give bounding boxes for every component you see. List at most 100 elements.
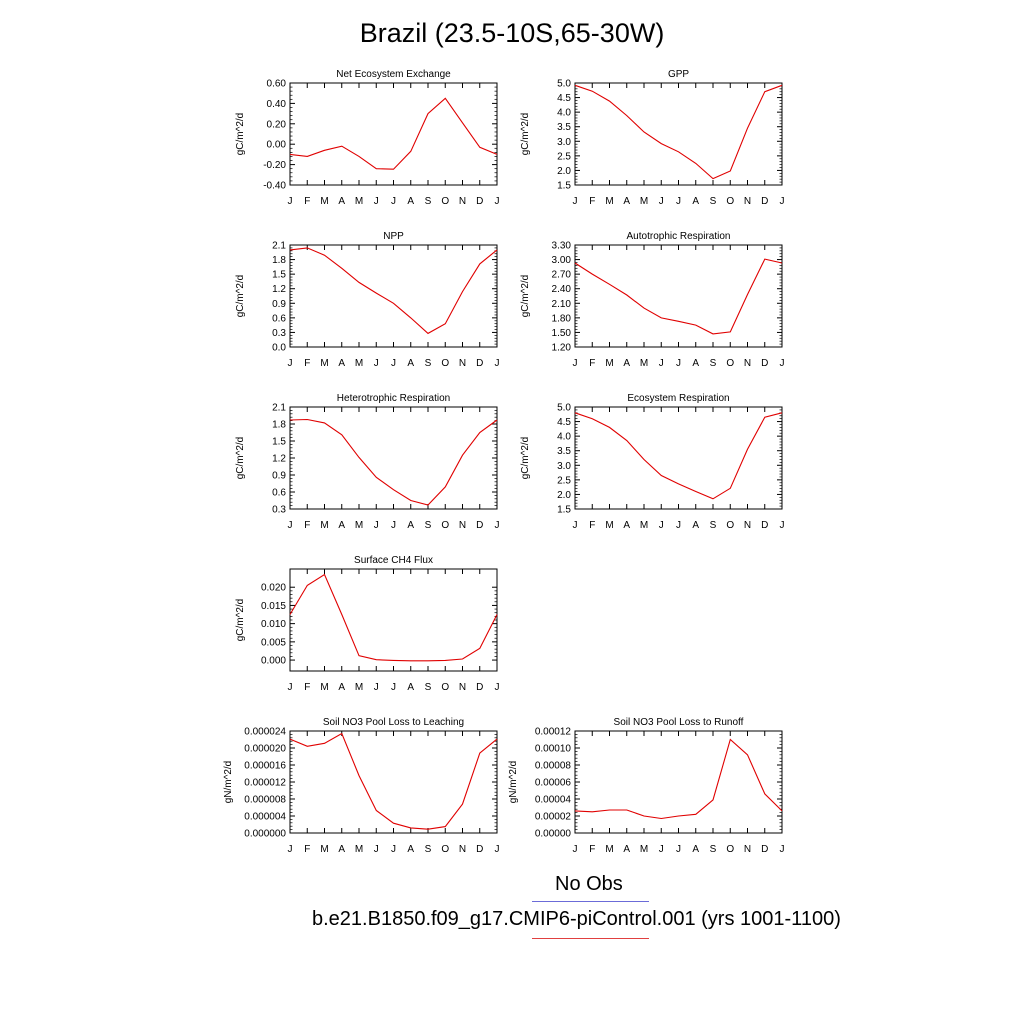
y-tick-label: 3.0 — [557, 137, 571, 148]
x-tick-label: J — [391, 196, 396, 207]
x-tick-label: J — [391, 682, 396, 693]
x-tick-label: O — [441, 196, 449, 207]
x-tick-label: A — [692, 520, 699, 531]
x-tick-label: F — [304, 844, 310, 855]
y-tick-label: 4.5 — [557, 417, 571, 428]
x-tick-label: J — [659, 358, 664, 369]
x-tick-label: J — [374, 682, 379, 693]
x-tick-label: O — [441, 844, 449, 855]
panel-title: NPP — [383, 231, 404, 242]
x-tick-label: S — [425, 520, 432, 531]
y-tick-label: 0.6 — [272, 313, 286, 324]
y-tick-label: 0.005 — [261, 637, 286, 648]
y-tick-label: 0.6 — [272, 488, 286, 499]
y-tick-label: 1.5 — [557, 181, 571, 192]
x-tick-label: J — [391, 844, 396, 855]
x-tick-label: N — [459, 682, 466, 693]
x-tick-label: F — [304, 196, 310, 207]
series-line — [574, 84, 783, 180]
series-line — [289, 732, 498, 830]
x-tick-label: S — [425, 844, 432, 855]
x-tick-label: J — [288, 520, 293, 531]
legend-obs-label: No Obs — [555, 873, 623, 895]
y-tick-label: 5.0 — [557, 79, 571, 90]
series-line — [574, 412, 783, 500]
x-tick-label: J — [573, 520, 578, 531]
y-tick-label: -0.40 — [263, 181, 286, 192]
y-axis-label: gN/m^2/d — [508, 761, 519, 804]
x-tick-label: N — [744, 358, 751, 369]
x-tick-label: S — [710, 196, 717, 207]
y-tick-label: 0.000024 — [244, 727, 286, 738]
chart-panel-3: Autotrophic Respiration 1.20 1.50 1.80 2.10 2… — [520, 231, 785, 369]
x-tick-label: J — [374, 520, 379, 531]
x-tick-label: A — [338, 520, 345, 531]
panel-title: Autotrophic Respiration — [627, 231, 731, 242]
y-tick-label: 0.000 — [261, 656, 286, 667]
x-tick-label: J — [374, 196, 379, 207]
plot-frame — [289, 730, 498, 834]
panel-title: Ecosystem Respiration — [627, 393, 729, 404]
y-tick-label: 0.000000 — [244, 829, 286, 840]
x-tick-label: J — [288, 682, 293, 693]
legend-model-label: b.e21.B1850.f09_g17.CMIP6-piControl.001 … — [312, 908, 841, 930]
y-tick-label: 1.5 — [272, 270, 286, 281]
chart-panel-0: Net Ecosystem Exchange -0.40 -0.20 0.00 0.20… — [235, 69, 500, 207]
x-tick-label: J — [659, 196, 664, 207]
x-tick-label: J — [676, 520, 681, 531]
x-tick-label: S — [425, 358, 432, 369]
series-line — [574, 258, 783, 335]
x-tick-label: O — [726, 358, 734, 369]
panel-title: Surface CH4 Flux — [354, 555, 433, 566]
y-tick-label: 0.60 — [267, 79, 287, 90]
y-axis-label: gC/m^2/d — [520, 113, 531, 156]
y-tick-label: 2.10 — [552, 299, 572, 310]
y-tick-label: 1.5 — [557, 505, 571, 516]
x-tick-label: O — [726, 844, 734, 855]
x-tick-label: D — [476, 682, 483, 693]
x-tick-label: A — [338, 682, 345, 693]
x-tick-label: D — [476, 844, 483, 855]
x-tick-label: S — [710, 844, 717, 855]
chart-panel-4: Heterotrophic Respiration 0.3 0.6 0.9 1.2 1.5… — [235, 393, 500, 531]
y-tick-label: 2.5 — [557, 151, 571, 162]
y-tick-label: 0.3 — [272, 328, 286, 339]
x-tick-label: N — [459, 358, 466, 369]
x-tick-label: J — [780, 520, 785, 531]
y-tick-label: 2.40 — [552, 284, 572, 295]
x-tick-label: F — [304, 682, 310, 693]
x-tick-label: J — [288, 358, 293, 369]
x-tick-label: S — [425, 682, 432, 693]
y-axis-label: gC/m^2/d — [235, 275, 246, 318]
series-line — [289, 573, 498, 662]
x-tick-label: F — [589, 358, 595, 369]
chart-panel-9: Soil NO3 Pool Loss to Runoff 0.00000 0.000… — [508, 717, 785, 855]
panel-title: Soil NO3 Pool Loss to Leaching — [323, 717, 464, 728]
x-tick-label: F — [589, 196, 595, 207]
y-tick-label: 0.00 — [267, 140, 287, 151]
y-tick-label: 0.010 — [261, 619, 286, 630]
y-tick-label: 1.50 — [552, 328, 572, 339]
y-tick-label: 0.000004 — [244, 812, 286, 823]
y-axis-label: gC/m^2/d — [235, 113, 246, 156]
x-tick-label: O — [441, 520, 449, 531]
y-tick-label: 3.5 — [557, 446, 571, 457]
x-tick-label: D — [476, 196, 483, 207]
x-tick-label: M — [355, 196, 363, 207]
x-tick-label: S — [710, 358, 717, 369]
x-tick-label: J — [495, 682, 500, 693]
y-tick-label: -0.20 — [263, 160, 286, 171]
x-tick-label: M — [605, 520, 613, 531]
panel-title: Heterotrophic Respiration — [337, 393, 450, 404]
x-tick-label: A — [407, 844, 414, 855]
y-tick-label: 1.2 — [272, 284, 286, 295]
y-tick-label: 0.020 — [261, 583, 286, 594]
y-tick-label: 0.000016 — [244, 761, 286, 772]
x-tick-label: O — [441, 682, 449, 693]
x-tick-label: M — [320, 358, 328, 369]
x-tick-label: F — [589, 520, 595, 531]
x-tick-label: O — [726, 520, 734, 531]
x-tick-label: M — [640, 358, 648, 369]
